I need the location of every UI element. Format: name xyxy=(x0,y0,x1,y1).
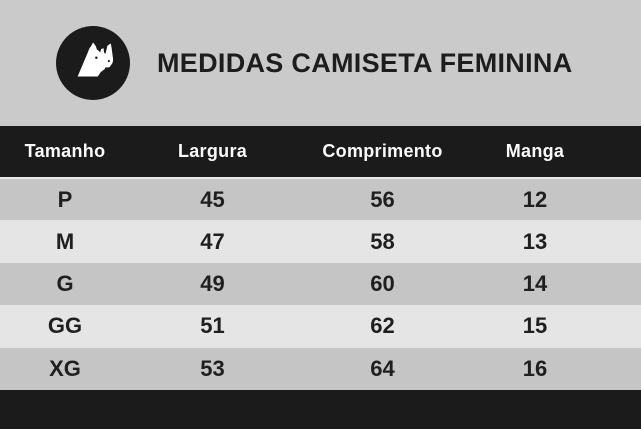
cell-spacer xyxy=(600,348,641,390)
cell-comprimento: 56 xyxy=(370,186,395,212)
cell-manga: 15 xyxy=(522,313,548,339)
table-header-row: Tamanho Largura Comprimento Manga xyxy=(0,126,641,178)
cell-spacer xyxy=(600,305,641,347)
cell-manga: 16 xyxy=(522,355,548,381)
cell-comprimento: 64 xyxy=(370,355,395,381)
cell-largura: 53 xyxy=(200,355,225,381)
column-header-comprimento: Comprimento xyxy=(322,141,443,161)
cell-largura: 45 xyxy=(200,186,225,212)
column-header-largura: Largura xyxy=(177,141,248,161)
measurements-table: Tamanho Largura Comprimento Manga P 45 5… xyxy=(0,126,641,390)
column-header-spacer xyxy=(600,126,641,178)
cell-spacer xyxy=(600,263,641,305)
cell-manga: 14 xyxy=(522,270,548,296)
page-title: MEDIDAS CAMISETA FEMININA xyxy=(157,47,573,78)
cell-largura: 49 xyxy=(200,270,225,296)
cell-comprimento: 58 xyxy=(370,228,395,254)
table-row-p: P 45 56 12 xyxy=(0,178,641,221)
table-row-gg: GG 51 62 15 xyxy=(0,305,641,348)
cell-size: P xyxy=(57,186,73,212)
table-row-m: M 47 58 13 xyxy=(0,220,641,263)
cell-comprimento: 62 xyxy=(370,313,395,339)
cell-size: M xyxy=(55,228,75,254)
cell-largura: 51 xyxy=(200,313,225,339)
cell-size: GG xyxy=(47,313,83,339)
brand-logo xyxy=(56,26,130,100)
footer-bar xyxy=(0,389,641,429)
column-header-tamanho: Tamanho xyxy=(24,141,106,161)
cell-manga: 13 xyxy=(522,228,548,254)
column-header-manga: Manga xyxy=(505,141,565,161)
cell-largura: 47 xyxy=(200,228,225,254)
header: MEDIDAS CAMISETA FEMININA xyxy=(0,0,641,126)
cell-comprimento: 60 xyxy=(370,270,395,296)
cell-spacer xyxy=(600,220,641,262)
cell-size: G xyxy=(56,270,74,296)
table-row-xg: XG 53 64 16 xyxy=(0,347,641,390)
rhino-icon xyxy=(77,42,114,77)
cell-manga: 12 xyxy=(522,186,548,212)
cell-size: XG xyxy=(49,355,81,381)
cell-spacer xyxy=(600,178,641,220)
table-row-g: G 49 60 14 xyxy=(0,262,641,306)
